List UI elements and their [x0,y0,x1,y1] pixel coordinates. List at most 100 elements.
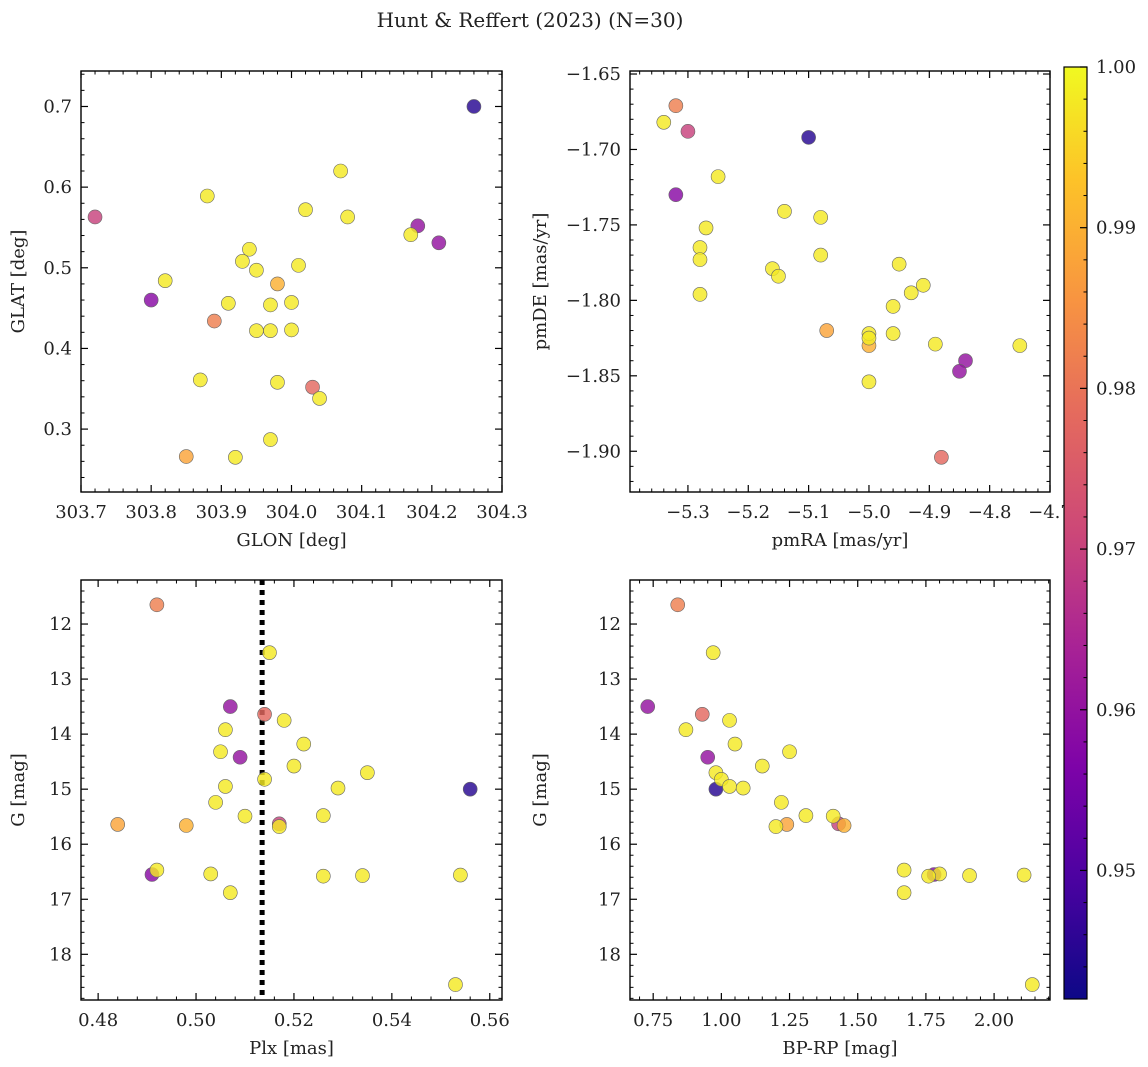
data-point [223,699,238,714]
data-point [237,808,253,824]
x-tick-label: 0.56 [470,1010,510,1031]
x-tick-label: 304.2 [406,502,458,523]
data-point [249,262,264,278]
x-tick-label: 1.50 [838,1010,878,1031]
data-point [896,862,912,878]
data-point [692,287,708,302]
y-axis-label: G [mag] [8,753,29,826]
y-tick-label: 17 [598,889,621,910]
data-point [270,375,285,390]
data-point [218,779,233,794]
x-tick-label: −5.0 [847,502,891,523]
data-point [271,819,287,834]
x-axis-label: BP-RP [mag] [782,1038,897,1059]
colorbar-tick-label: 0.95 [1096,860,1136,881]
y-tick-label: 0.3 [43,419,72,440]
data-point [782,744,797,760]
x-tick-label: 1.00 [701,1010,741,1031]
y-tick-label: −1.75 [566,215,621,236]
data-point [263,432,278,447]
data-point [228,450,243,465]
data-point [861,374,877,390]
data-point [208,795,223,810]
colorbar-tick-label: 0.97 [1096,539,1136,560]
x-tick-label: 0.48 [78,1010,118,1031]
x-tick-label: 304.1 [336,502,388,523]
data-point [680,124,696,139]
colorbar-tick-label: 0.99 [1096,218,1136,239]
x-axis-label: Plx [mas] [249,1038,334,1059]
data-point [178,818,194,833]
colorbar-tick-label: 0.96 [1096,700,1136,721]
data-point [340,209,355,225]
data-point [149,862,165,878]
data-point [257,707,272,722]
data-point [928,336,943,352]
data-point [403,227,419,243]
y-tick-label: 18 [598,944,621,965]
data-point [284,295,299,310]
data-point [710,169,726,184]
data-point [722,779,737,794]
data-point [801,130,816,145]
data-point [213,744,228,760]
data-point [813,210,828,225]
axes-frame [80,579,503,1001]
data-point [431,235,447,251]
data-point [678,722,694,738]
data-point [777,204,792,219]
data-point [242,241,257,257]
data-point [670,597,686,613]
data-point [200,188,215,204]
data-point [221,295,236,311]
x-tick-label: −4.7 [1028,502,1072,523]
data-point [249,323,264,338]
data-point [722,713,737,728]
x-tick-label: −4.9 [907,502,951,523]
plot-area [81,71,502,492]
x-tick-label: 303.9 [196,502,248,523]
y-tick-label: 12 [49,614,72,635]
data-point [207,313,222,329]
y-tick-label: 16 [598,834,621,855]
data-point [305,379,320,395]
colorbar: 0.95 0.96 0.97 0.98 0.99 1.00 [1063,57,1136,1000]
data-point [962,868,977,883]
data-point [952,363,967,379]
x-tick-label: 0.75 [633,1010,673,1031]
y-tick-label: 13 [598,669,621,690]
axes-frame [629,70,1051,493]
axes-frame [80,70,503,493]
data-point [203,866,219,882]
data-point [291,258,306,273]
x-tick-label: −5.1 [787,502,831,523]
data-point [836,818,852,833]
x-tick-label: 1.25 [770,1010,810,1031]
data-point [316,868,331,884]
data-point [934,449,949,465]
x-tick-label: −5.2 [726,502,770,523]
y-tick-label: 0.6 [43,177,72,198]
y-tick-label: 16 [49,834,72,855]
x-axis-label: GLON [deg] [236,530,346,551]
data-point [262,645,277,660]
data-point [218,722,233,738]
x-tick-label: 1.75 [906,1010,946,1031]
axes-frame [629,579,1051,1001]
y-tick-label: 15 [49,779,72,800]
data-point [861,330,877,346]
y-tick-label: 15 [598,779,621,800]
data-point [798,808,814,823]
data-point [700,749,716,765]
data-point [143,292,159,308]
figure-title: Hunt & Reffert (2023) (N=30) [377,8,684,32]
data-point [284,322,299,338]
data-point [1024,977,1040,992]
x-tick-label: 0.54 [372,1010,412,1031]
data-point [298,202,313,218]
data-point [754,758,770,774]
data-point [453,867,468,883]
y-tick-label: 0.5 [43,258,72,279]
data-point [1016,867,1032,883]
y-tick-label: −1.80 [566,290,621,311]
